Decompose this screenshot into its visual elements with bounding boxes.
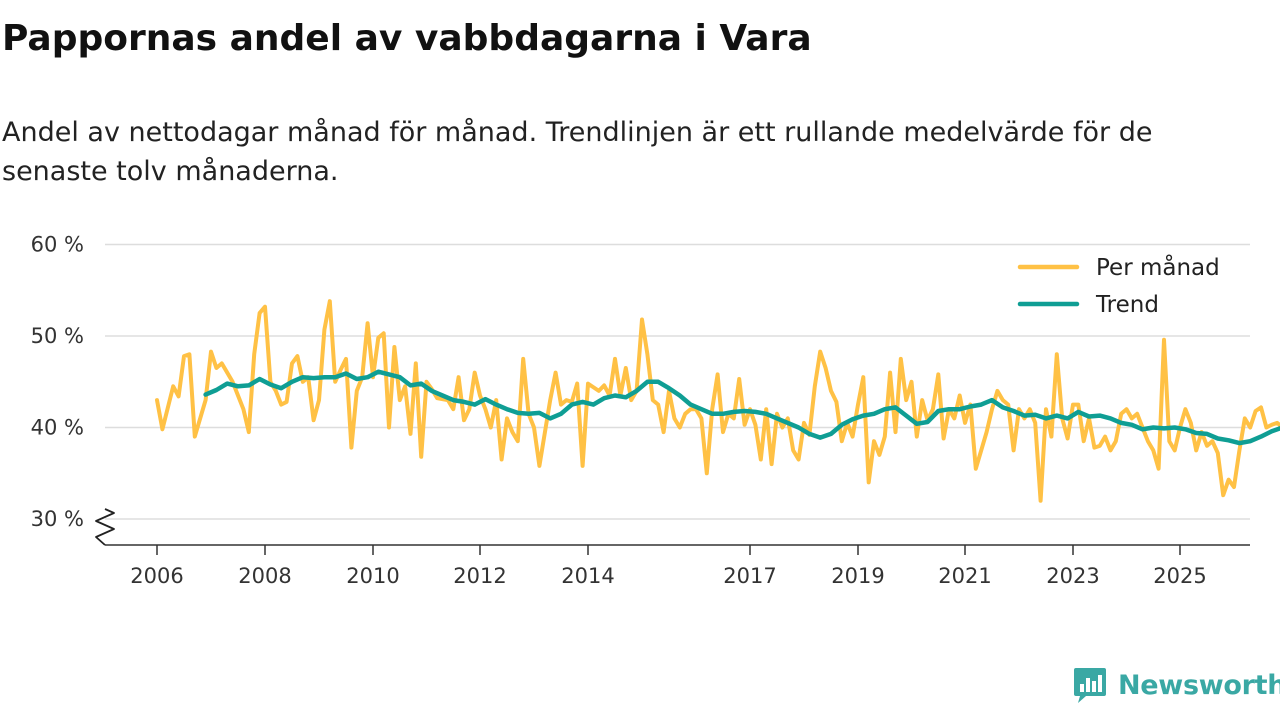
x-tick-label: 2017 [723, 564, 776, 588]
chart-subtitle: Andel av nettodagar månad för månad. Tre… [2, 117, 1153, 187]
x-tick-label: 2019 [831, 564, 884, 588]
x-tick-label: 2012 [453, 564, 506, 588]
x-tick-label: 2010 [346, 564, 399, 588]
series-lines [155, 299, 1280, 503]
x-tick-label: 2025 [1153, 564, 1206, 588]
y-tick-label: 30 % [31, 507, 84, 531]
series-line-trend [203, 369, 1280, 446]
legend-label-trend: Trend [1095, 292, 1159, 318]
chart-title: Pappornas andel av vabbdagarna i Vara [2, 18, 812, 59]
x-tick-label: 2021 [938, 564, 991, 588]
axes: 30 % 40 % 50 % 60 % 2006 2008 2010 2012 2014 2017… [31, 233, 1250, 588]
x-tick-label: 2006 [130, 564, 183, 588]
newsworthy-logo-icon [1074, 668, 1106, 703]
y-tick-label: 60 % [31, 233, 84, 257]
brand-name: Newsworthy [1118, 669, 1280, 701]
axis-break-icon [95, 508, 115, 546]
legend-label-monthly: Per månad [1096, 253, 1220, 281]
x-tick-label: 2008 [238, 564, 291, 588]
series-line-per-manad [155, 299, 1280, 503]
legend: Per månad Trend [1017, 253, 1220, 318]
y-tick-label: 50 % [31, 324, 84, 348]
x-tick-label: 2023 [1046, 564, 1099, 588]
x-tick-label: 2014 [561, 564, 614, 588]
gridlines [105, 243, 1250, 520]
y-tick-label: 40 % [31, 416, 84, 440]
brand-logo: Newsworthy [1072, 666, 1280, 704]
